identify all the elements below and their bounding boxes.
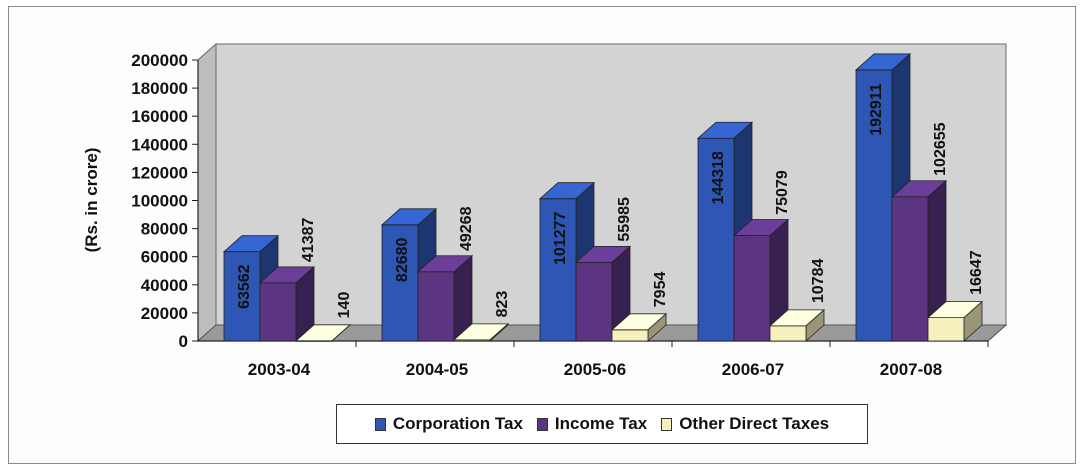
bar-top	[452, 323, 510, 341]
bar-top	[294, 324, 352, 342]
bars	[222, 53, 984, 342]
data-label: 63562	[236, 264, 253, 309]
legend: Corporation Tax Income Tax Other Direct Ta…	[336, 404, 868, 444]
y-tick-label: 140000	[131, 135, 188, 154]
legend-swatch	[374, 417, 386, 431]
bar-top	[222, 235, 280, 253]
legend-item: Other Direct Taxes	[661, 414, 829, 434]
y-tick-label: 180000	[131, 79, 188, 98]
bar	[416, 254, 474, 342]
legend-label: Corporation Tax	[392, 414, 523, 433]
bar-front	[259, 282, 297, 342]
bar	[926, 300, 984, 342]
bar-top	[610, 313, 668, 331]
data-label: 10784	[810, 259, 827, 304]
x-category-label: 2004-05	[406, 360, 468, 379]
bar	[574, 245, 632, 342]
bar-top	[854, 53, 912, 71]
bar-front	[769, 325, 807, 342]
data-label: 140	[336, 292, 353, 319]
y-tick-label: 120000	[131, 163, 188, 182]
data-label: 823	[494, 291, 511, 318]
legend-item: Corporation Tax	[374, 414, 523, 434]
y-tick-label: 40000	[141, 276, 188, 295]
data-label: 144318	[710, 151, 727, 204]
bar-top	[574, 245, 632, 263]
bar-top	[380, 208, 438, 226]
x-category-label: 2005-06	[564, 360, 626, 379]
data-label: 41387	[300, 218, 317, 263]
bar-top	[926, 301, 984, 319]
bar-front	[223, 251, 261, 342]
bar-top	[696, 121, 754, 139]
y-tick-label: 20000	[141, 304, 188, 323]
legend-label: Other Direct Taxes	[679, 414, 830, 433]
y-axis-label: (Rs. in crore)	[82, 148, 101, 253]
x-category-label: 2006-07	[722, 360, 784, 379]
y-tick-label: 80000	[141, 220, 188, 239]
legend-swatch	[536, 417, 548, 431]
y-tick-label: 60000	[141, 248, 188, 267]
data-label: 82680	[394, 237, 411, 282]
x-category-label: 2003-04	[248, 360, 311, 379]
data-label: 16647	[968, 250, 985, 295]
y-tick-label: 0	[179, 332, 188, 351]
legend-item: Income Tax	[536, 414, 648, 434]
side-wall	[197, 42, 217, 343]
bar-top	[732, 219, 790, 236]
bar	[452, 322, 510, 342]
data-label: 55985	[616, 197, 633, 242]
legend-swatch	[661, 417, 673, 431]
data-label: 75079	[774, 170, 791, 215]
bar-front	[539, 198, 577, 342]
bar	[258, 265, 316, 342]
data-label: 101277	[552, 212, 569, 265]
y-tick-label: 100000	[131, 192, 188, 211]
data-label: 102655	[932, 122, 949, 175]
bar-top	[768, 309, 826, 327]
bar	[294, 323, 352, 342]
x-category-label: 2007-08	[880, 360, 942, 379]
bar-front	[417, 271, 455, 342]
bar	[610, 312, 668, 342]
bar-top	[258, 266, 316, 284]
bar-front	[575, 261, 613, 342]
data-label: 192911	[868, 83, 885, 136]
y-tick-label: 200000	[131, 51, 188, 70]
bar-front	[733, 235, 771, 342]
legend-label: Income Tax	[554, 414, 648, 433]
bar-front	[891, 196, 929, 342]
bar-front	[855, 69, 893, 342]
bar-front	[927, 317, 965, 342]
bar-top	[890, 180, 948, 198]
bar-front	[611, 329, 649, 342]
bar	[768, 308, 826, 342]
y-tick-label: 160000	[131, 107, 188, 126]
bar	[732, 218, 790, 342]
data-labels: 63562 41387 140 82680 49268 823 101277 55985 795…	[236, 83, 985, 318]
bar-top	[416, 255, 474, 273]
bar-top	[538, 182, 596, 200]
data-label: 49268	[458, 206, 475, 251]
data-label: 7954	[652, 272, 669, 308]
